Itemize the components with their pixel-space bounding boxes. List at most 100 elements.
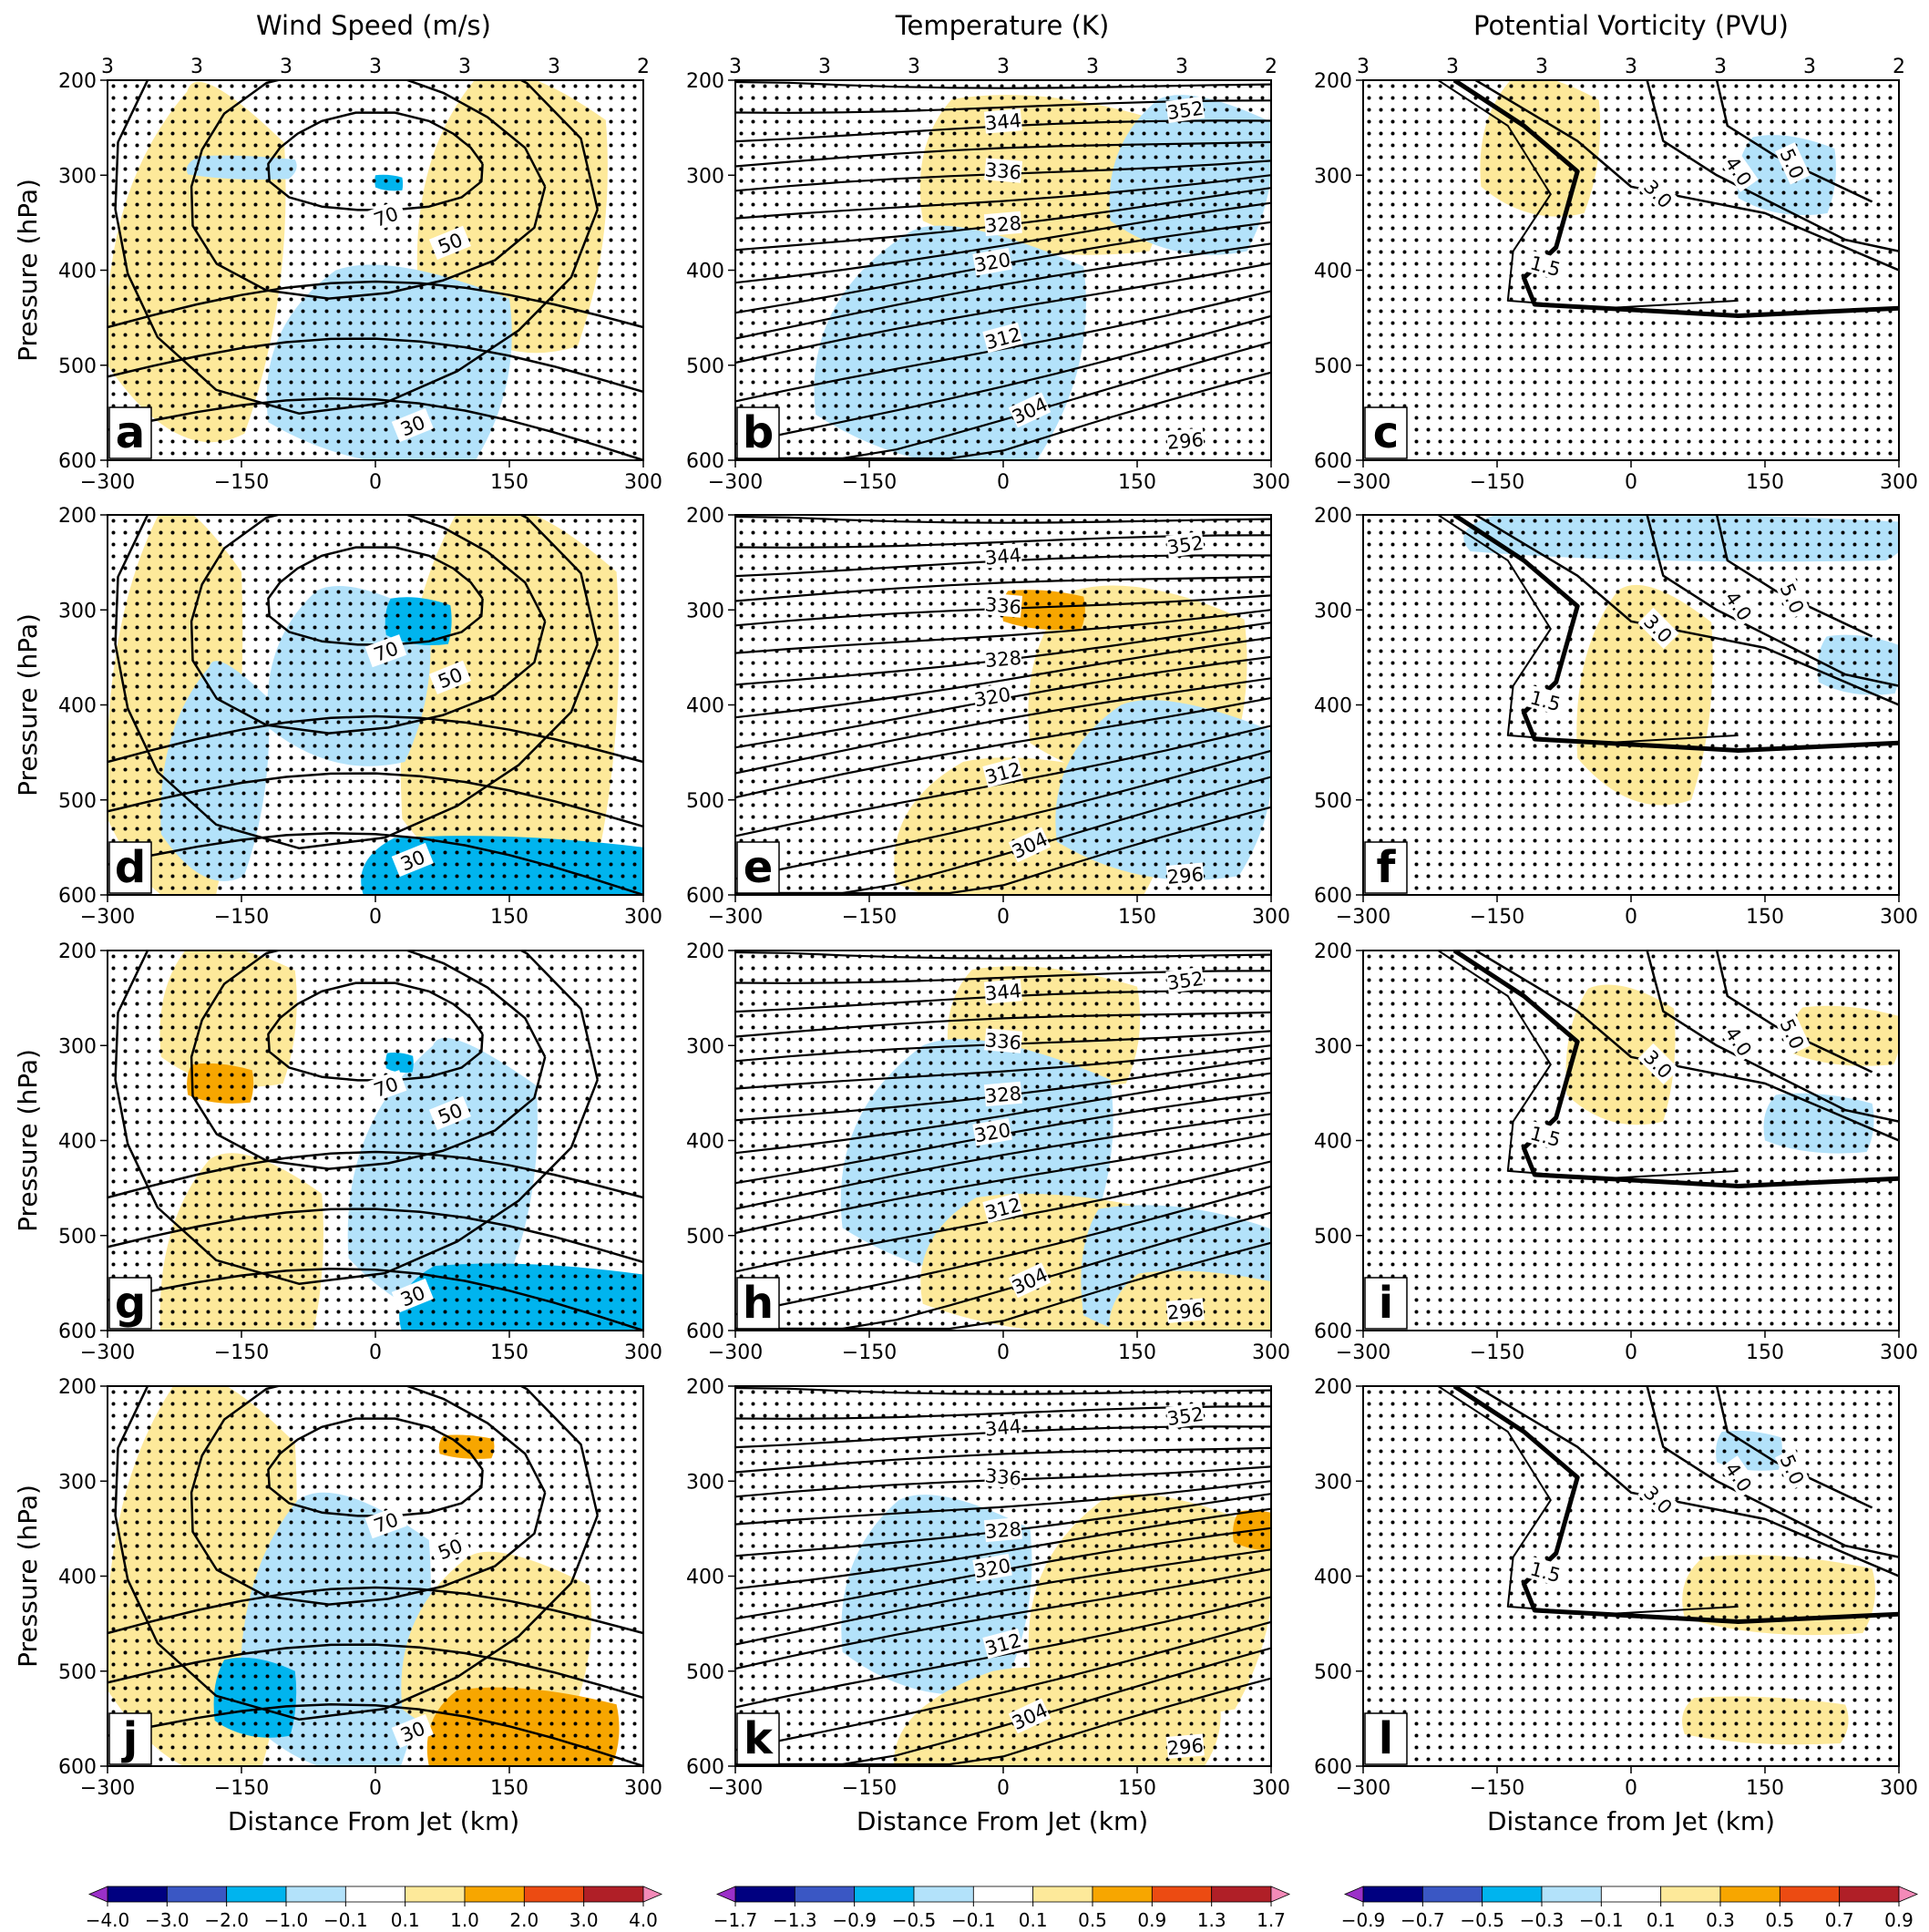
x-tick-label: 150 [1118,1341,1156,1364]
y-tick-label: 200 [686,70,724,93]
y-axis-label: Pressure (hPa) [13,1485,43,1668]
x-tick-label: −300 [708,906,763,929]
top-count-label: 3 [1535,56,1548,78]
y-tick-label: 400 [58,261,97,283]
temperature-contour-label: 296 [1166,1734,1205,1759]
colorbar-under-arrow [715,1886,736,1903]
colorbar-tick-label: 4.0 [629,1909,658,1931]
colorbar-tick-label: −3.0 [145,1909,190,1931]
temperature-contour-label: 336 [984,1029,1022,1053]
colorbar-segment [523,1886,585,1903]
top-count-label: 3 [818,56,831,78]
panel-letter-box [736,841,780,894]
x-tick-label: 0 [369,906,382,929]
x-tick-label: 0 [1625,1341,1637,1364]
top-count-label: 3 [1446,56,1459,78]
colorbar-segment [1600,1886,1662,1903]
y-tick-label: 500 [686,355,724,378]
temperature-contour-label: 336 [984,1464,1022,1489]
y-tick-label: 600 [58,885,97,908]
panel-letter: k [744,1713,774,1764]
colorbar-tick-label: 0.1 [1647,1909,1676,1931]
colorbar-tick-label: −0.5 [1460,1909,1504,1931]
top-count-label: 3 [1803,56,1816,78]
colorbar-over-arrow [642,1886,663,1903]
colorbar-segment [1839,1886,1900,1903]
y-tick-label: 600 [686,450,724,473]
y-tick-label: 300 [686,165,724,188]
y-tick-label: 300 [58,1035,97,1058]
temperature-contour [735,515,1271,524]
colorbar-segment [107,1886,168,1903]
wind-contour [108,772,643,828]
temperature-contour-label: 296 [1166,863,1205,888]
panel-letter-box [1364,1712,1408,1765]
pv-contour [1474,951,1899,1142]
y-axis-label: Pressure (hPa) [13,1049,43,1232]
y-tick-label: 400 [1314,261,1352,283]
colorbar-segment [794,1886,856,1903]
colorbar-tick-label: 3.0 [569,1909,599,1931]
y-tick-label: 500 [686,1226,724,1249]
temperature-contour [735,262,1271,365]
x-tick-label: 300 [624,1341,662,1364]
x-tick-label: 150 [1118,1777,1156,1800]
x-tick-label: 300 [1880,906,1918,929]
panel-letter: b [743,407,774,458]
y-tick-label: 200 [58,70,97,93]
x-tick-label: 150 [490,906,528,929]
pv-contour [1437,951,1739,1180]
significance-stippling [1363,515,1899,895]
x-tick-label: 0 [1625,471,1637,494]
wind-contour [114,515,600,850]
temperature-contour [735,806,1271,895]
temperature-contour-label: 328 [984,1083,1022,1107]
colorbar-segment [1421,1886,1483,1903]
x-tick-label: −300 [708,471,763,494]
x-tick-label: −150 [842,906,897,929]
colorbar-tick-label: −4.0 [86,1909,130,1931]
temperature-contour [735,677,1271,775]
x-tick-label: −150 [842,471,897,494]
y-tick-label: 600 [1314,885,1352,908]
wind-contour [108,1208,643,1264]
x-tick-label: 300 [1252,471,1290,494]
wind-contour [267,546,484,646]
wind-contour [267,111,484,211]
y-tick-label: 400 [686,1131,724,1154]
y-tick-label: 600 [1314,450,1352,473]
x-tick-label: −150 [842,1777,897,1800]
temperature-contour [735,1507,1271,1590]
y-tick-label: 300 [686,1471,724,1494]
temperature-contour [735,1567,1271,1670]
pv-contour [1437,515,1739,745]
pv-contour [1474,1386,1899,1577]
temperature-contour [735,609,1271,654]
y-axis-label: Pressure (hPa) [13,179,43,362]
wind-contour [190,1386,547,1606]
x-tick-label: −150 [1470,1777,1524,1800]
x-tick-label: −150 [214,1777,269,1800]
colorbar-tick-label: 0.1 [391,1909,420,1931]
x-tick-label: −300 [80,1341,135,1364]
panel-letter-box [1364,1277,1408,1330]
wind-contour [267,1417,484,1517]
pv-contour [1715,80,1873,203]
panel-letter-box [736,1277,780,1330]
temperature-contour [735,1620,1271,1752]
y-tick-label: 400 [58,695,97,718]
y-tick-label: 200 [686,940,724,963]
y-tick-label: 500 [1314,1226,1352,1249]
colorbar-segment [972,1886,1034,1903]
temperature-contour-label: 328 [984,212,1022,237]
wind-contour [114,1386,600,1721]
panel-letter-box [736,406,780,459]
temperature-contour [735,951,1271,960]
top-count-label: 2 [1893,56,1905,78]
temperature-contour-label: 344 [984,109,1022,134]
significance-stippling [1363,1386,1899,1766]
